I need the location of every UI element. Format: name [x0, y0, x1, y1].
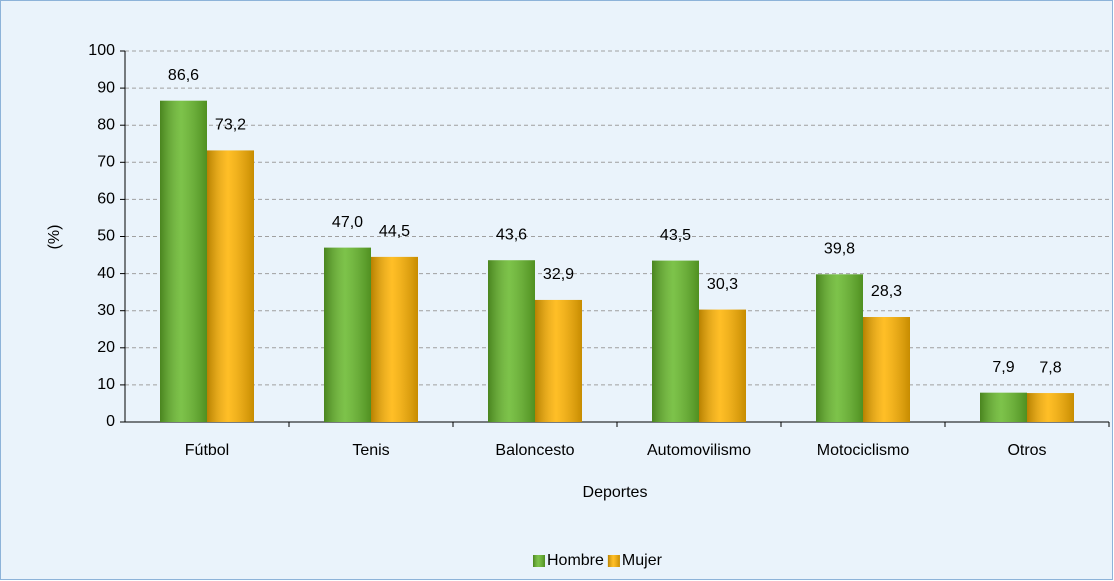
x-tick-label: Motociclismo: [817, 442, 910, 459]
bar-shading: [699, 309, 746, 422]
data-label: 32,9: [543, 266, 574, 283]
data-label: 86,6: [168, 67, 199, 84]
y-tick-label: 10: [97, 376, 115, 393]
bar-shading: [371, 256, 418, 422]
data-label: 28,3: [871, 283, 902, 300]
x-tick-label: Automovilismo: [647, 442, 751, 459]
bar-shading: [324, 247, 371, 422]
x-axis-label: Deportes: [583, 484, 648, 501]
legend-label: Hombre: [547, 552, 604, 569]
x-tick-label: Otros: [1007, 442, 1046, 459]
y-tick-label: 60: [97, 191, 115, 208]
legend-swatch-shading: [607, 555, 620, 567]
bar-shading: [863, 317, 910, 422]
bar-shading: [535, 299, 582, 422]
data-label: 7,9: [992, 359, 1014, 376]
legend-swatch-shading: [533, 555, 545, 567]
data-label: 43,5: [660, 227, 691, 244]
legend-label: Mujer: [622, 552, 663, 569]
bar-shading: [980, 392, 1027, 422]
x-tick-label: Fútbol: [185, 442, 229, 459]
y-tick-label: 70: [97, 154, 115, 171]
x-tick-label: Tenis: [352, 442, 389, 459]
x-tick-label: Baloncesto: [495, 442, 574, 459]
y-tick-label: 0: [106, 413, 115, 430]
y-tick-label: 40: [97, 265, 115, 282]
bar-shading: [207, 150, 254, 423]
bar-shading: [816, 274, 863, 422]
y-tick-label: 30: [97, 302, 115, 319]
bar-shading: [652, 260, 699, 422]
bar-shading: [1027, 393, 1074, 422]
data-label: 47,0: [332, 214, 363, 231]
data-label: 7,8: [1039, 359, 1061, 376]
y-tick-label: 80: [97, 116, 115, 133]
data-label: 73,2: [215, 117, 246, 134]
bar-shading: [160, 100, 207, 423]
y-axis-label: (%): [46, 225, 63, 250]
y-tick-label: 50: [97, 228, 115, 245]
y-tick-label: 90: [97, 79, 115, 96]
data-label: 30,3: [707, 276, 738, 293]
y-tick-label: 20: [97, 339, 115, 356]
y-tick-label: 100: [88, 42, 115, 59]
data-label: 39,8: [824, 241, 855, 258]
data-label: 43,6: [496, 226, 527, 243]
bar-shading: [488, 260, 535, 422]
data-label: 44,5: [379, 223, 410, 240]
